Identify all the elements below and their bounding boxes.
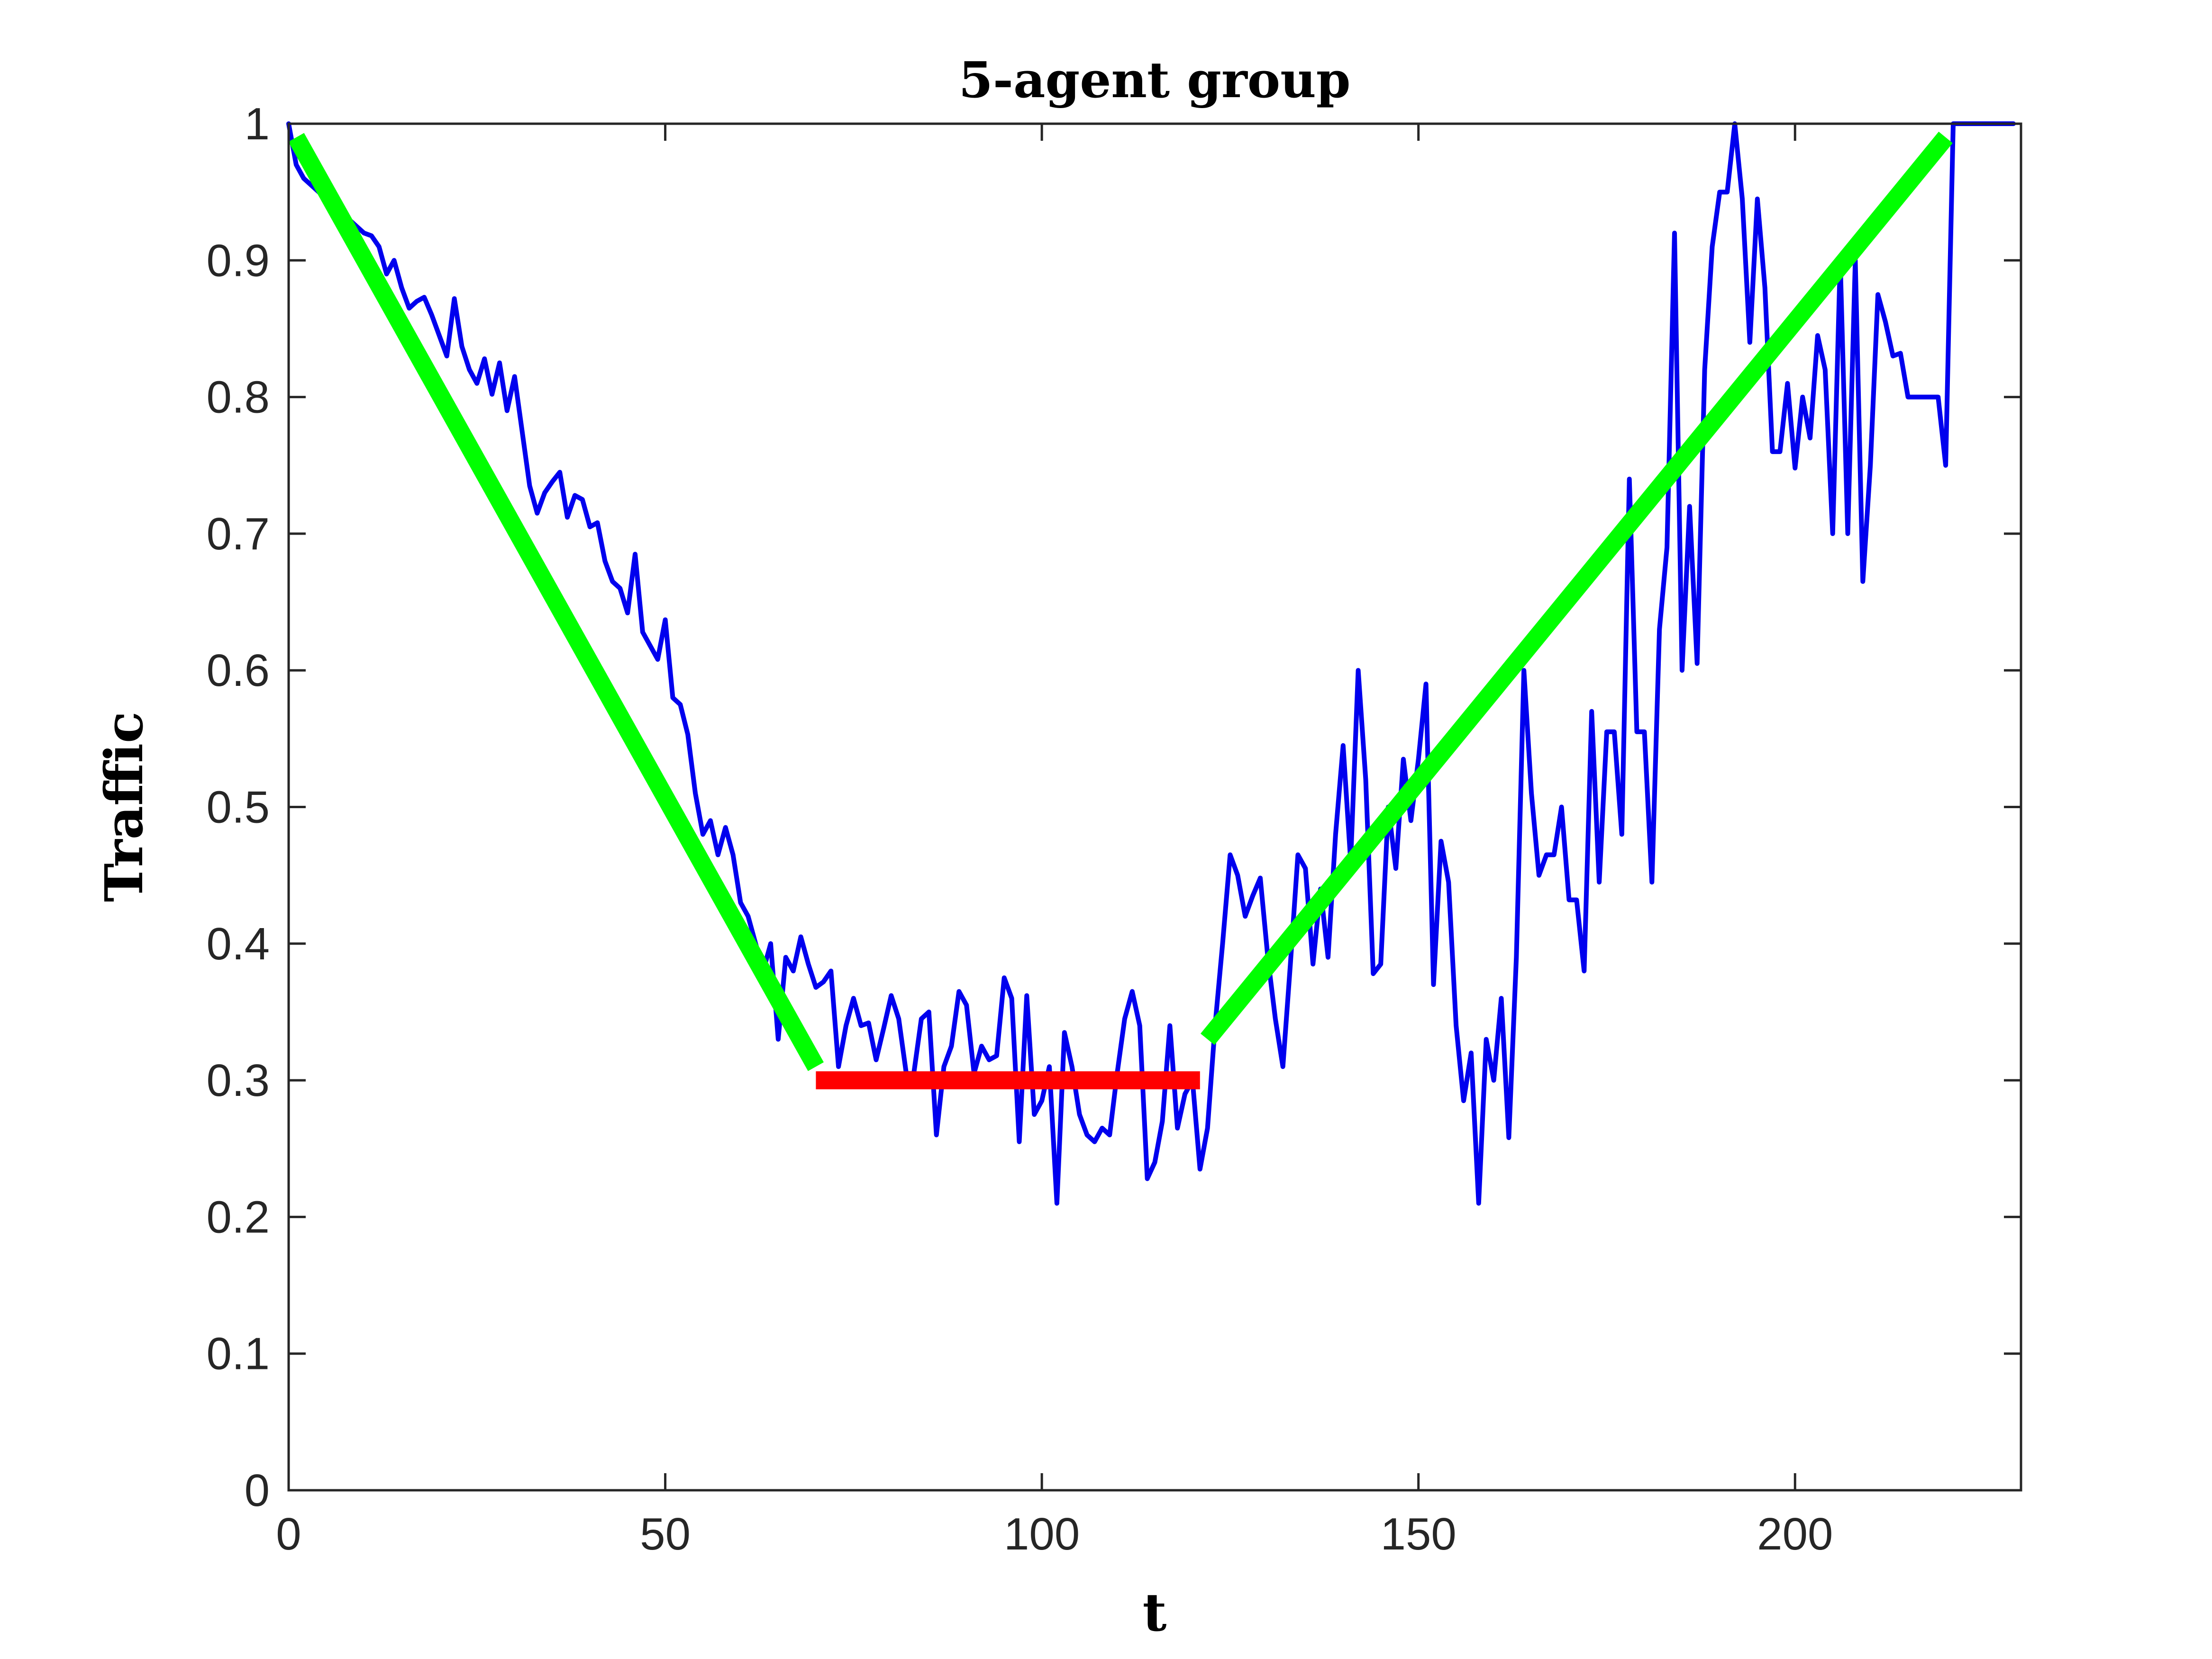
y-axis-ticks: 0 0.1 0.2 0.3 0.4 0.5 0.6 0.7 0.8 0.9 1 bbox=[207, 99, 2021, 1516]
x-tick-label: 200 bbox=[1757, 1509, 1833, 1559]
x-tick-label: 150 bbox=[1381, 1509, 1456, 1559]
y-tick-label: 0.1 bbox=[207, 1329, 270, 1379]
x-tick-label: 0 bbox=[276, 1509, 301, 1559]
y-tick-label: 0.3 bbox=[207, 1055, 270, 1106]
series-line-1 bbox=[288, 133, 824, 1071]
y-tick-label: 0.2 bbox=[207, 1192, 270, 1242]
y-tick-label: 1 bbox=[245, 99, 270, 149]
y-tick-label: 0.8 bbox=[207, 372, 270, 423]
x-axis-label: t bbox=[1143, 1582, 1167, 1643]
y-tick-label: 0.6 bbox=[207, 645, 270, 696]
series-line-3 bbox=[1200, 131, 1953, 1045]
x-tick-label: 50 bbox=[640, 1509, 691, 1559]
series-layer bbox=[286, 121, 2016, 1206]
plot-background bbox=[289, 124, 2021, 1490]
y-tick-label: 0.4 bbox=[207, 919, 270, 969]
y-tick-label: 0.7 bbox=[207, 509, 270, 559]
chart-title: 5-agent group bbox=[959, 51, 1351, 109]
y-tick-label: 0.5 bbox=[207, 782, 270, 833]
y-axis-label: Traffic bbox=[93, 711, 155, 902]
y-tick-label: 0 bbox=[245, 1465, 270, 1516]
y-tick-label: 0.9 bbox=[207, 235, 270, 286]
x-axis-ticks: 0 50 100 150 200 bbox=[276, 124, 1833, 1559]
x-tick-label: 100 bbox=[1004, 1509, 1080, 1559]
series-line-0 bbox=[286, 121, 2016, 1206]
